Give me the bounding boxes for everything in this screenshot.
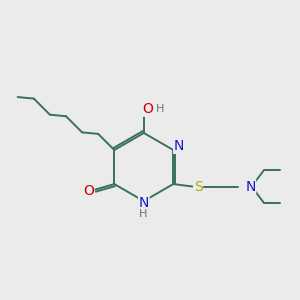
Text: H: H — [139, 209, 147, 219]
Text: S: S — [194, 179, 203, 194]
Text: O: O — [83, 184, 94, 198]
Text: N: N — [245, 179, 256, 194]
Text: H: H — [156, 104, 164, 114]
Text: N: N — [174, 139, 184, 153]
Text: N: N — [139, 196, 149, 210]
Text: O: O — [142, 102, 153, 116]
